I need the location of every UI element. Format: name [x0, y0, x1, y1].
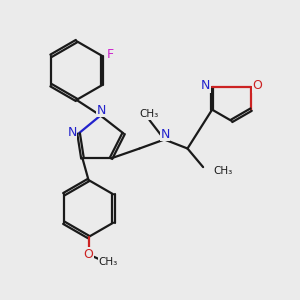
- Text: O: O: [253, 79, 262, 92]
- Text: O: O: [84, 248, 93, 261]
- Text: N: N: [160, 128, 170, 141]
- Text: N: N: [96, 103, 106, 117]
- Text: N: N: [67, 125, 77, 139]
- Text: N: N: [201, 79, 210, 92]
- Text: CH₃: CH₃: [214, 166, 233, 176]
- Text: CH₃: CH₃: [98, 256, 118, 267]
- Text: CH₃: CH₃: [139, 109, 158, 119]
- Text: F: F: [106, 48, 114, 61]
